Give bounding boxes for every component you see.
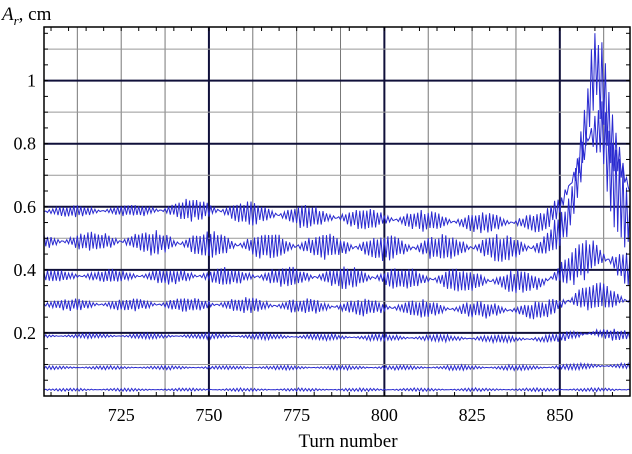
y-tick-label: 0.2 bbox=[14, 323, 37, 343]
series-line-6 bbox=[43, 361, 631, 372]
series-line-7 bbox=[43, 386, 631, 393]
series-line-3 bbox=[43, 240, 631, 294]
series-line-2 bbox=[43, 101, 631, 262]
y-tick-labels: 0.2 0.4 0.6 0.8 1 bbox=[14, 71, 37, 343]
tick-marks bbox=[44, 27, 631, 396]
y-tick-label: 0.4 bbox=[14, 260, 37, 280]
x-tick-label: 800 bbox=[371, 405, 398, 425]
grid-lines bbox=[44, 27, 630, 396]
series-group bbox=[43, 33, 631, 393]
x-axis-label: Turn number bbox=[298, 431, 398, 452]
x-tick-labels: 725 750 775 800 825 850 bbox=[108, 405, 574, 425]
x-tick-label: 725 bbox=[108, 405, 135, 425]
series-line-5 bbox=[43, 328, 631, 345]
x-tick-label: 750 bbox=[195, 405, 222, 425]
y-tick-label: 0.6 bbox=[14, 197, 37, 217]
y-tick-label: 0.8 bbox=[14, 134, 37, 154]
series-line-1 bbox=[43, 33, 631, 234]
plot-frame bbox=[43, 26, 631, 397]
x-tick-label: 775 bbox=[283, 405, 310, 425]
series-line-4 bbox=[43, 282, 631, 320]
y-tick-label: 1 bbox=[27, 71, 36, 91]
x-tick-label: 825 bbox=[459, 405, 486, 425]
y-axis-label: Ar, cm bbox=[0, 4, 52, 28]
x-tick-label: 850 bbox=[546, 405, 573, 425]
